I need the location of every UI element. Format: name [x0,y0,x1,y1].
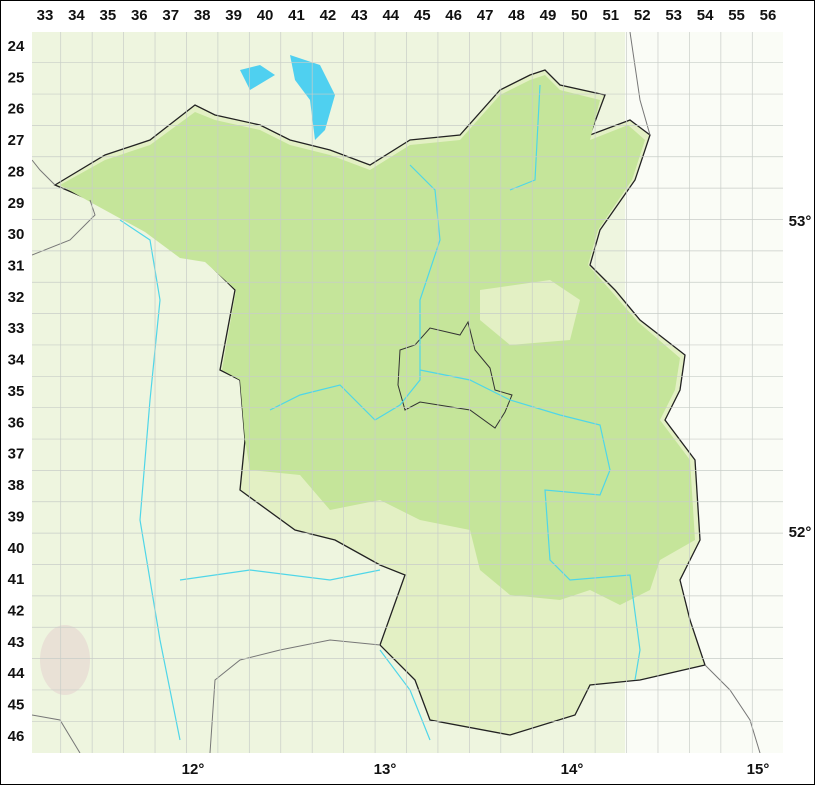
row-label: 35 [8,383,25,400]
column-label: 33 [37,7,54,24]
row-label: 42 [8,603,25,620]
column-label: 43 [351,7,368,24]
row-label: 26 [8,101,25,118]
column-label: 50 [571,7,588,24]
column-label: 39 [225,7,242,24]
column-label: 34 [68,7,85,24]
berlin-border [397,320,513,429]
row-label: 45 [8,697,25,714]
latitude-label: 53° [789,213,812,230]
row-label: 43 [8,634,25,651]
row-label: 31 [8,258,25,275]
longitude-label: 15° [747,761,770,778]
clearing [480,280,580,345]
column-label: 35 [100,7,117,24]
latitude-label: 52° [789,524,812,541]
column-label: 36 [131,7,148,24]
grid [32,32,783,753]
column-label: 48 [508,7,525,24]
column-label: 38 [194,7,211,24]
row-label: 28 [8,163,25,180]
column-label: 44 [382,7,399,24]
column-label: 54 [697,7,714,24]
longitude-label: 13° [374,761,397,778]
lakes [240,55,335,140]
highland [40,625,90,695]
column-label: 52 [634,7,651,24]
row-label: 25 [8,69,25,86]
rivers [119,84,641,741]
row-label: 34 [8,352,25,369]
column-label: 46 [445,7,462,24]
row-label: 36 [8,414,25,431]
row-label: 33 [8,320,25,337]
row-label: 40 [8,540,25,557]
row-label: 38 [8,477,25,494]
longitude-label: 14° [561,761,584,778]
column-label: 55 [728,7,745,24]
row-label: 32 [8,289,25,306]
column-label: 37 [162,7,179,24]
column-label: 45 [414,7,431,24]
column-label: 41 [288,7,305,24]
column-label: 49 [540,7,557,24]
labels: 33 34 35 36 37 38 39 40 41 42 43 44 45 46 47 48 49 50 51 52… [8,7,812,778]
longitude-label: 12° [182,761,205,778]
dense-forest [60,75,695,605]
row-label: 41 [8,571,25,588]
row-label: 46 [8,728,25,745]
other-borders [32,32,761,753]
row-label: 24 [8,38,25,55]
column-label: 47 [477,7,494,24]
column-label: 42 [320,7,337,24]
row-label: 30 [8,226,25,243]
column-label: 56 [760,7,777,24]
row-label: 44 [8,665,25,682]
row-label: 27 [8,132,25,149]
column-label: 40 [257,7,274,24]
row-label: 29 [8,195,25,212]
map-area [32,32,783,753]
column-label: 53 [665,7,682,24]
row-label: 37 [8,446,25,463]
row-label: 39 [8,508,25,525]
column-label: 51 [602,7,619,24]
